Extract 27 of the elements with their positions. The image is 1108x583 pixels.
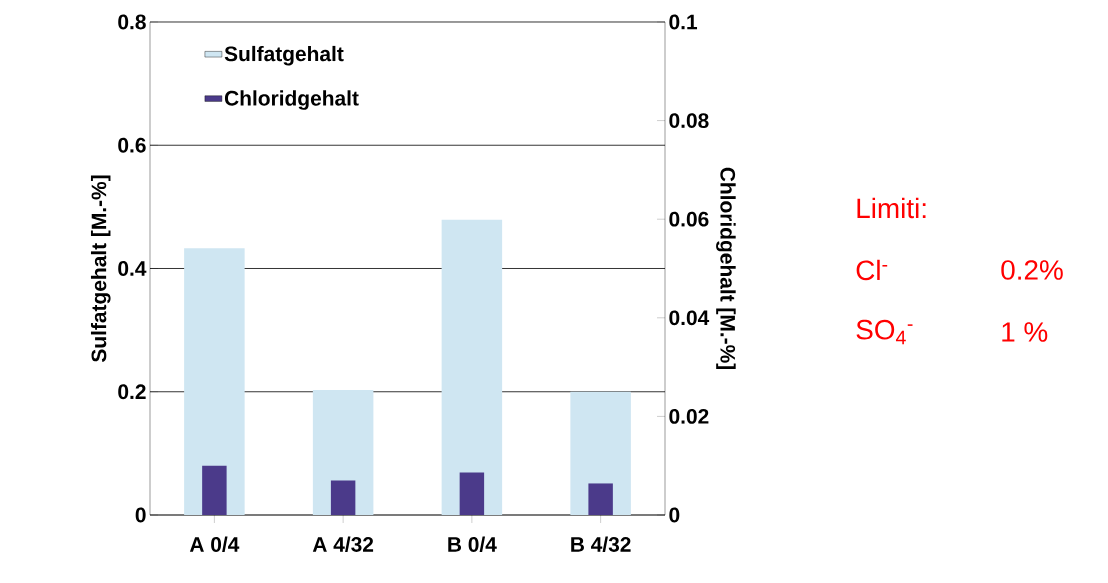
x-tick-label: A 0/4 [189,536,240,553]
y2-tick-label: 0.04 [669,310,710,326]
y2-tick-label: 0.08 [669,113,709,128]
x-tick-label: A 4/32 [312,536,374,553]
text: 0.2% [1001,260,1063,280]
legend-label: Sulfatgehalt [224,45,344,66]
y-tick-label: 0.8 [118,14,146,30]
y-tick-label: 0.6 [118,137,146,153]
text: 1 % [1002,322,1048,342]
y2-tick-label: 0.06 [669,211,709,227]
legend-label: Chloridgehalt [224,90,359,110]
y2-tick-label: 0.02 [669,408,709,424]
bar [570,391,631,515]
text: SO$_{4}$- [856,319,913,345]
y-axis-title: Sulfatgehalt [M.-%] [90,175,111,363]
y-tick-label: 0 [135,507,146,523]
y-tick-label: 0.4 [118,261,147,276]
text: Cl$^{-}$ [856,259,888,281]
bar [441,219,503,515]
x-tick-label: B 0/4 [448,536,497,553]
bar [184,248,245,515]
x-tick-label: B 4/32 [571,536,631,553]
text: Limiti: [857,197,926,219]
y2-tick-label: 0 [669,507,680,523]
y2-axis-title: Chloridgehalt [M.-%] [716,167,736,370]
y-tick-label: 0.2 [118,384,146,400]
y2-tick-label: 0.1 [669,14,698,30]
